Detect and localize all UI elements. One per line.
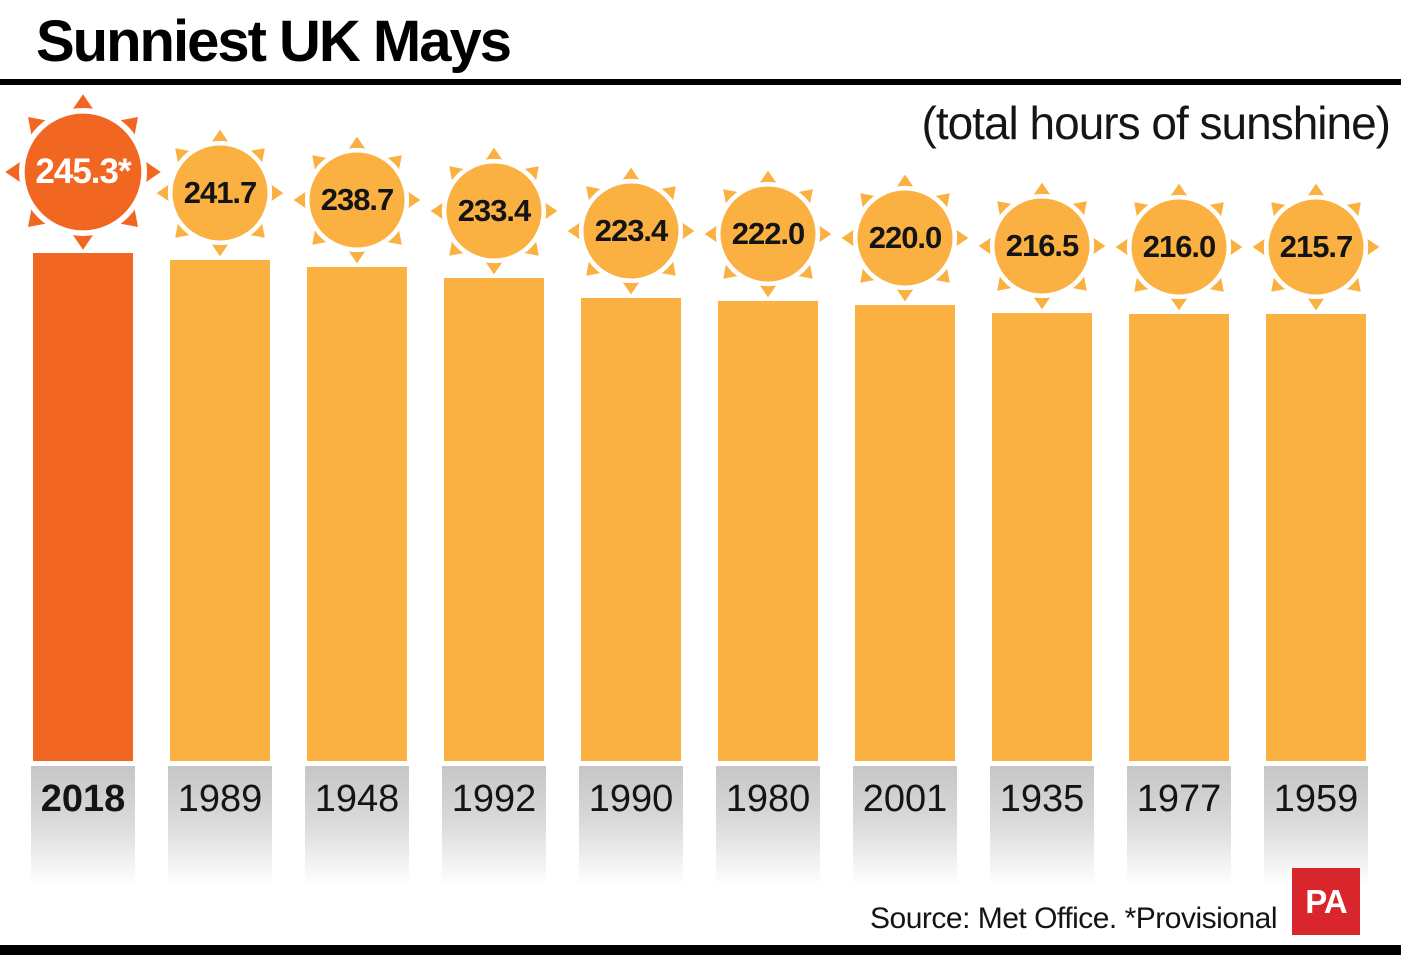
year-label: 1990 bbox=[579, 766, 683, 895]
sun-disc bbox=[1268, 199, 1364, 295]
bar bbox=[307, 267, 407, 761]
bar-value-label: 222.0 bbox=[731, 216, 806, 251]
bar-value-label: 233.4 bbox=[457, 193, 532, 228]
year-label: 1935 bbox=[990, 766, 1094, 895]
bar-value-label: 241.7 bbox=[183, 175, 258, 210]
bar bbox=[718, 301, 818, 761]
sun-disc bbox=[1131, 199, 1227, 295]
sun-icon bbox=[567, 167, 695, 295]
year-label: 1980 bbox=[716, 766, 820, 895]
sun-disc bbox=[446, 163, 542, 259]
bar bbox=[855, 305, 955, 761]
bar-value-label: 223.4 bbox=[594, 213, 669, 248]
bar bbox=[1266, 314, 1366, 761]
sun-icon bbox=[1115, 183, 1243, 311]
sun-disc bbox=[994, 198, 1090, 294]
bar-value-label: 216.5 bbox=[1005, 228, 1080, 263]
bar-value-label: 216.0 bbox=[1142, 229, 1217, 264]
page-title: Sunniest UK Mays bbox=[36, 9, 512, 74]
year-label: 1989 bbox=[168, 766, 272, 895]
sun-icon bbox=[430, 147, 558, 275]
pa-logo: PA bbox=[1292, 868, 1360, 935]
sun-icon bbox=[841, 174, 969, 302]
bar-value-label: 245.3* bbox=[35, 152, 131, 191]
bar-value-label: 220.0 bbox=[868, 220, 943, 255]
year-label: 2001 bbox=[853, 766, 957, 895]
chart-subtitle: (total hours of sunshine) bbox=[921, 97, 1391, 149]
bar bbox=[992, 313, 1092, 761]
sun-icon bbox=[704, 170, 832, 298]
bar bbox=[33, 253, 133, 761]
sun-icon bbox=[5, 94, 161, 250]
bar bbox=[581, 298, 681, 761]
bottom-rule bbox=[0, 945, 1401, 955]
year-label: 2018 bbox=[31, 766, 135, 895]
bar bbox=[444, 278, 544, 761]
bar-value-label: 238.7 bbox=[320, 182, 395, 217]
sun-icon bbox=[1252, 183, 1380, 311]
sun-icon bbox=[293, 136, 421, 264]
sun-disc bbox=[309, 152, 405, 248]
year-label: 1977 bbox=[1127, 766, 1231, 895]
sun-disc bbox=[172, 145, 268, 241]
bar bbox=[1129, 314, 1229, 761]
sun-disc bbox=[583, 183, 679, 279]
sun-disc bbox=[720, 186, 816, 282]
title-rule bbox=[0, 79, 1401, 85]
sun-icon bbox=[156, 129, 284, 257]
bar bbox=[170, 260, 270, 761]
bar-value-label: 215.7 bbox=[1279, 229, 1354, 264]
sun-disc bbox=[857, 190, 953, 286]
source-note: Source: Met Office. *Provisional bbox=[870, 902, 1277, 935]
year-label: 1992 bbox=[442, 766, 546, 895]
sun-icon bbox=[978, 182, 1106, 310]
sun-disc bbox=[24, 113, 142, 231]
year-label: 1948 bbox=[305, 766, 409, 895]
